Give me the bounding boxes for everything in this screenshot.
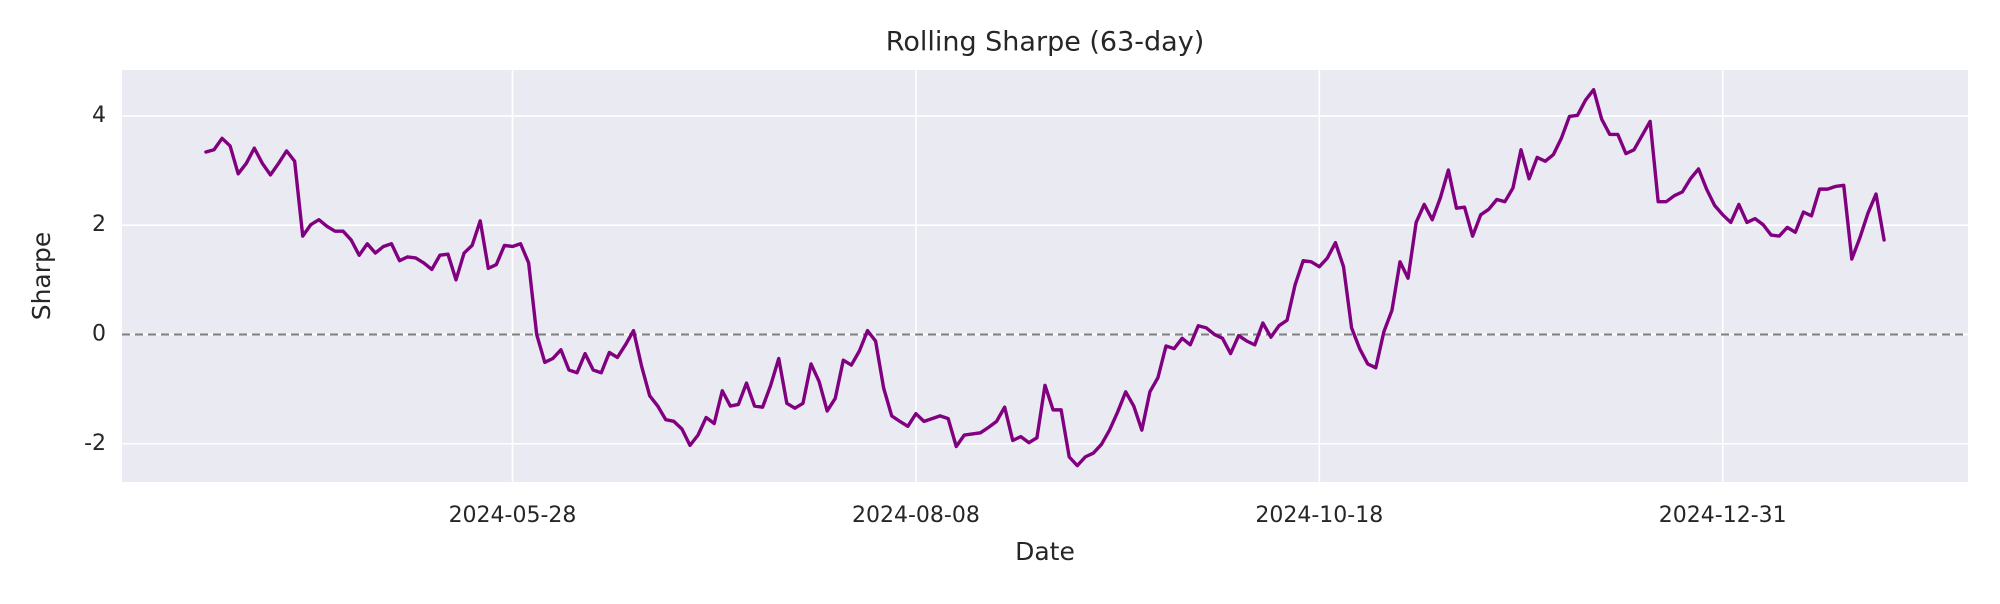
marks — [122, 87, 1968, 468]
y-tick-label: 0 — [92, 321, 106, 346]
plot-background — [122, 70, 1968, 482]
x-tick-label: 2024-10-18 — [1255, 503, 1383, 528]
chart-title: Rolling Sharpe (63-day) — [886, 27, 1204, 58]
y-tick-label: -2 — [84, 431, 106, 456]
x-tick-label: 2024-08-08 — [852, 503, 980, 528]
grid — [122, 70, 1968, 482]
x-axis-label: Date — [1015, 537, 1075, 566]
x-tick-label: 2024-05-28 — [449, 503, 577, 528]
y-tick-label: 2 — [92, 212, 106, 237]
y-tick-label: 4 — [92, 103, 106, 128]
x-tick-label: 2024-12-31 — [1659, 503, 1787, 528]
series-line — [204, 87, 1886, 468]
y-axis-label: Sharpe — [27, 232, 56, 321]
